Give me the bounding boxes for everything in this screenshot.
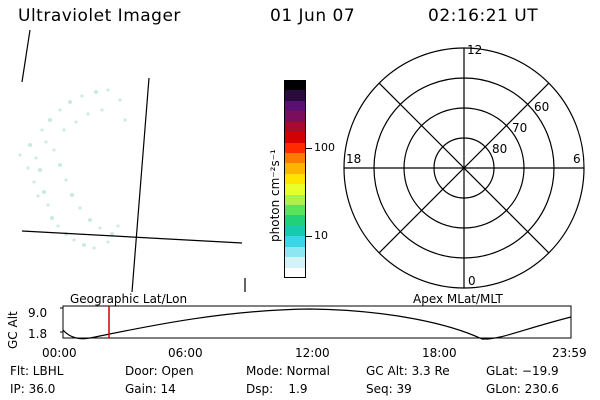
grid-line [21,230,243,244]
y-tick-label: 9.0 [28,306,48,320]
door-info: Door: Open [125,364,194,378]
aurora-image-panel [18,30,246,292]
gc-alt-axis-label: GC Alt [6,311,20,349]
altitude-timeline [60,305,572,340]
mlt-label-top: 12 [467,44,482,57]
colorbar-swatch [284,194,306,206]
timeline-frame [62,305,572,339]
colorbar-swatch [284,246,306,258]
polar-mlt-plot: 12 18 6 0 60 70 80 [343,44,585,289]
x-tick-label: 06:00 [168,346,203,360]
y-tick-label: 1.8 [28,327,48,341]
aurora-emission-dots [18,88,127,250]
colorbar-swatch [284,205,306,216]
colorbar-unit-label: photon cm⁻²s⁻¹ [268,149,282,242]
colorbar-swatch [284,111,306,122]
filter-info: Flt: LBHL [10,364,64,378]
mlt-label-bottom: 0 [468,274,476,288]
colorbar-tick [306,148,312,149]
colorbar-swatch [284,215,306,226]
colorbar-swatch [284,100,306,112]
meridian-line [378,82,550,254]
geographic-latlon-label: Geographic Lat/Lon [70,292,188,306]
intensity-colorbar [284,80,306,279]
grid-line [131,77,150,292]
colorbar-swatch [284,184,306,195]
colorbar-swatch [284,132,306,143]
colorbar-swatch [284,121,306,133]
glat-info: GLat: −19.9 [486,364,559,378]
glon-info: GLon: 230.6 [486,382,559,396]
mlt-label-right: 6 [573,152,581,166]
colorbar-swatch [284,236,306,247]
colorbar-tick-label: 10 [314,229,328,242]
gain-info: Gain: 14 [125,382,176,396]
date-label: 01 Jun 07 [270,6,356,26]
colorbar-swatch [284,152,306,164]
altitude-curve [62,308,572,340]
mlt-label-left: 18 [346,152,361,166]
lat-label-80: 80 [492,142,507,156]
colorbar-swatch [284,173,306,185]
dsp-info: Dsp: 1.9 [246,382,308,396]
time-label: 02:16:21 UT [428,6,539,26]
colorbar-tick [306,236,312,237]
mode-info: Mode: Normal [246,364,330,378]
seq-info: Seq: 39 [366,382,412,396]
gc-alt-info: GC Alt: 3.3 Re [366,364,450,378]
instrument-title: Ultraviolet Imager [18,6,181,26]
colorbar-swatch [284,90,306,101]
colorbar-swatch [284,267,306,279]
ip-info: IP: 36.0 [10,382,56,396]
apex-mlat-mlt-label: Apex MLat/MLT [413,292,503,306]
colorbar-swatch [284,163,306,174]
colorbar-swatch [284,225,306,237]
x-tick-label: 12:00 [295,346,330,360]
colorbar-swatch [284,142,306,153]
lat-label-70: 70 [512,121,527,135]
colorbar-swatch [284,80,306,91]
x-tick-label: 00:00 [42,346,77,360]
colorbar-frame [284,80,306,278]
x-tick-label: 18:00 [422,346,457,360]
grid-line [21,30,31,83]
x-tick-label: 23:59 [552,346,587,360]
lat-label-60: 60 [534,100,549,114]
colorbar-tick-label: 100 [314,141,335,154]
colorbar-swatch [284,257,306,268]
